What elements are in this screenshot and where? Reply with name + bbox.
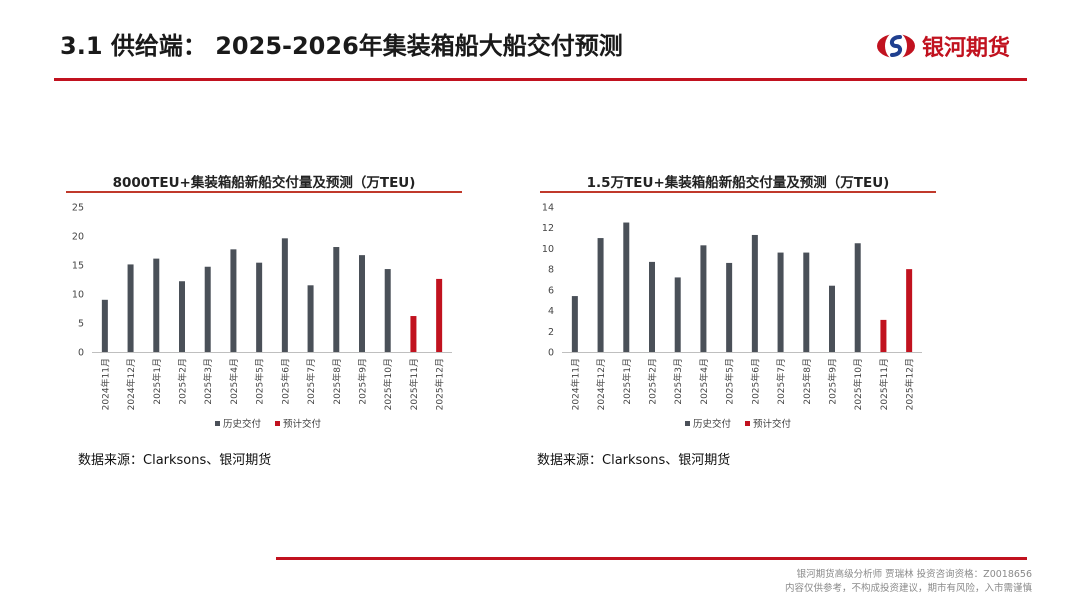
- footer-divider: [276, 557, 1027, 560]
- bar-history: [726, 262, 733, 352]
- footer-disclaimer: 内容仅供参考，不构成投资建议，期市有风险，入市需谨慎: [784, 583, 1032, 594]
- x-tick-label: 2025年2月: [177, 358, 189, 405]
- bar-history: [803, 252, 810, 352]
- bar-forecast: [436, 278, 443, 352]
- chart-2-title: 1.5万TEU+集装箱船新船交付量及预测（万TEU): [586, 175, 890, 191]
- legend-label: 预计交付: [753, 418, 792, 430]
- bar-history: [597, 238, 604, 352]
- x-tick-label: 2025年9月: [827, 358, 839, 405]
- x-tick-label: 2025年6月: [749, 358, 761, 405]
- x-tick-label: 2024年11月: [99, 358, 111, 410]
- y-tick-label: 15: [72, 261, 84, 272]
- x-tick-label: 2025年3月: [672, 358, 684, 405]
- x-tick-label: 2025年4月: [228, 358, 240, 405]
- bar-forecast: [880, 319, 887, 352]
- legend-swatch: [685, 421, 690, 426]
- x-tick-label: 2024年11月: [569, 358, 581, 410]
- x-tick-label: 2025年8月: [331, 358, 343, 405]
- x-tick-label: 2025年11月: [408, 358, 420, 410]
- galaxy-logo-icon: [877, 32, 915, 60]
- bar-history: [307, 285, 314, 352]
- x-tick-label: 2025年6月: [279, 358, 291, 405]
- y-tick-label: 0: [548, 348, 554, 359]
- y-tick-label: 2: [548, 327, 554, 338]
- bar-forecast: [906, 269, 913, 352]
- footer-analyst: 银河期货高级分析师 贾瑞林 投资咨询资格：Z0018656: [796, 569, 1032, 580]
- logo-text: 银河期货: [922, 36, 1011, 61]
- y-tick-label: 6: [548, 285, 554, 296]
- y-tick-label: 14: [542, 203, 554, 214]
- x-tick-label: 2025年7月: [305, 358, 317, 405]
- legend-label: 预计交付: [283, 418, 322, 430]
- x-tick-label: 2025年5月: [254, 358, 266, 405]
- bar-history: [101, 299, 108, 352]
- x-tick-label: 2025年10月: [852, 358, 864, 410]
- chart-2-title-divider: [540, 191, 936, 193]
- x-tick-label: 2024年12月: [125, 358, 137, 410]
- legend-label: 历史交付: [223, 418, 262, 430]
- bar-history: [751, 234, 758, 352]
- legend-label: 历史交付: [693, 418, 732, 430]
- bar-history: [384, 269, 391, 352]
- y-tick-label: 25: [72, 203, 84, 214]
- x-tick-label: 2024年12月: [595, 358, 607, 410]
- bar-history: [333, 247, 340, 352]
- x-tick-label: 2025年4月: [698, 358, 710, 405]
- bar-history: [649, 261, 655, 352]
- bar-history: [153, 258, 160, 352]
- x-tick-label: 2025年5月: [724, 358, 736, 405]
- x-tick-label: 2025年2月: [647, 358, 659, 405]
- legend-swatch: [275, 421, 280, 426]
- chart-2-source: 数据来源：Clarksons、银河期货: [537, 453, 731, 468]
- y-tick-label: 12: [542, 223, 554, 234]
- page-title: 3.1 供给端： 2025-2026年集装箱船大船交付预测: [60, 32, 623, 60]
- header-divider: [54, 78, 1027, 81]
- bar-history: [829, 285, 835, 352]
- x-tick-label: 2025年12月: [434, 358, 446, 410]
- chart-1-title-divider: [66, 191, 462, 193]
- x-tick-label: 2025年10月: [382, 358, 394, 410]
- x-tick-label: 2025年7月: [775, 358, 787, 405]
- bar-history: [127, 264, 134, 352]
- bar-history: [674, 277, 681, 352]
- bar-history: [281, 238, 288, 352]
- x-tick-label: 2025年1月: [151, 358, 163, 405]
- y-tick-label: 0: [78, 348, 84, 359]
- x-tick-label: 2025年8月: [801, 358, 813, 405]
- bar-history: [179, 281, 185, 352]
- legend-swatch: [745, 421, 750, 426]
- y-tick-label: 4: [548, 306, 554, 317]
- bar-history: [571, 296, 578, 352]
- legend-swatch: [215, 421, 220, 426]
- bar-history: [204, 266, 211, 352]
- logo: 银河期货: [876, 26, 1010, 66]
- x-tick-label: 2025年11月: [878, 358, 890, 410]
- x-tick-label: 2025年9月: [357, 358, 369, 405]
- bar-history: [256, 262, 263, 352]
- y-tick-label: 5: [78, 319, 84, 330]
- x-tick-label: 2025年3月: [202, 358, 214, 405]
- y-tick-label: 8: [548, 265, 554, 276]
- y-tick-label: 20: [72, 232, 84, 243]
- bar-history: [230, 249, 237, 352]
- bar-history: [623, 222, 630, 352]
- bar-history: [359, 255, 365, 352]
- chart-1-source: 数据来源：Clarksons、银河期货: [78, 453, 272, 468]
- bar-history: [777, 252, 784, 352]
- chart-2: 0 2 4 6 8 10 12 14 2024年11月 2024年12月 2025年1月 2025年2…: [542, 203, 922, 430]
- chart-1: 0 5 10 15 20 25 2024年11月 2024年12月 2025年1月 2025年2月…: [72, 203, 452, 430]
- y-tick-label: 10: [542, 244, 554, 255]
- bar-forecast: [410, 316, 417, 352]
- chart-1-title: 8000TEU+集装箱船新船交付量及预测（万TEU): [112, 175, 416, 191]
- bar-history: [854, 243, 861, 352]
- y-tick-label: 10: [72, 290, 84, 301]
- x-tick-label: 2025年12月: [904, 358, 916, 410]
- x-tick-label: 2025年1月: [621, 358, 633, 405]
- bar-history: [700, 245, 707, 352]
